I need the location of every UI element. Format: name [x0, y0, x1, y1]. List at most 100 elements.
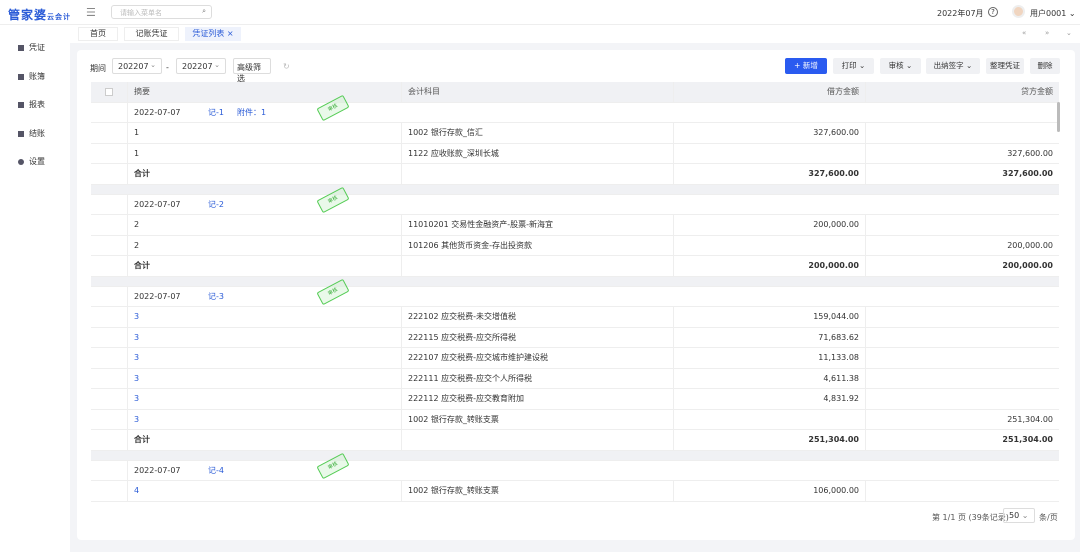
entry-account: 222115 应交税费-应交所得税 [401, 327, 673, 347]
gear-icon [18, 158, 24, 165]
entry-debit: 327,600.00 [673, 123, 865, 143]
entry-summary: 3 [127, 307, 401, 327]
total-debit: 200,000.00 [673, 256, 865, 276]
entry-debit [673, 143, 865, 163]
entry-debit: 159,044.00 [673, 307, 865, 327]
entry-account: 222112 应交税费-应交教育附加 [401, 389, 673, 409]
period-separator: - [166, 63, 169, 72]
entry-debit [673, 409, 865, 429]
total-debit: 251,304.00 [673, 430, 865, 450]
voucher-header: 2022-07-07 记-3 审核 [127, 278, 1059, 306]
entry-row: 3 222111 应交税费-应交个人所得税 4,611.38 [91, 368, 1059, 389]
header-debit: 借方金额 [673, 82, 865, 102]
scroll-right-icon[interactable]: » [1045, 29, 1050, 37]
voucher-header: 2022-07-07 记-2 审核 [127, 186, 1059, 214]
organize-voucher-button[interactable]: 整理凭证 [986, 58, 1024, 74]
tab-voucher-entry[interactable]: 记账凭证 [124, 27, 179, 41]
row-checkbox[interactable] [91, 461, 127, 481]
delete-button[interactable]: 删除 [1030, 58, 1060, 74]
sidebar-item-reports[interactable]: 报表 [18, 99, 45, 110]
user-menu[interactable]: 用户0001 ⌄ [1030, 9, 1076, 18]
entry-debit: 11,133.08 [673, 348, 865, 368]
pagination-info: 第 1/1 页 (39条记录) [932, 513, 1009, 522]
entry-debit [673, 235, 865, 255]
row-blank [91, 430, 127, 450]
help-icon[interactable]: ? [988, 7, 998, 17]
entry-account: 1002 银行存款_转账支票 [401, 409, 673, 429]
period-from-select[interactable]: 202207 ⌄ [112, 58, 162, 74]
scrollbar[interactable] [1057, 102, 1060, 132]
total-credit: 327,600.00 [865, 164, 1059, 184]
group-separator [91, 276, 1059, 287]
refresh-icon[interactable]: ↻ [283, 62, 290, 71]
entry-debit: 200,000.00 [673, 215, 865, 235]
menu-search-input[interactable]: 请输入菜单名 ⌕ [111, 5, 212, 19]
sidebar-item-closing[interactable]: 结账 [18, 128, 45, 139]
current-period: 2022年07月 [937, 9, 984, 18]
cashier-sign-button[interactable]: 出纳签字 ⌄ [926, 58, 980, 74]
period-to-select[interactable]: 202207 ⌄ [176, 58, 226, 74]
voucher-number-link[interactable]: 记-4 [208, 465, 224, 475]
total-row: 合计 251,304.00 251,304.00 [91, 430, 1059, 451]
total-credit: 251,304.00 [865, 430, 1059, 450]
avatar[interactable] [1012, 5, 1025, 18]
entry-summary: 4 [127, 481, 401, 501]
total-label: 合计 [127, 164, 401, 184]
entry-account: 1002 银行存款_信汇 [401, 123, 673, 143]
voucher-number-link[interactable]: 记-3 [208, 291, 224, 301]
page-size-select[interactable]: 50 ⌄ [1003, 508, 1035, 523]
tab-home[interactable]: 首页 [78, 27, 118, 41]
entry-account: 222102 应交税费-未交增值税 [401, 307, 673, 327]
row-checkbox[interactable] [91, 195, 127, 215]
entry-account: 222107 应交税费-应交城市维护建设税 [401, 348, 673, 368]
entry-row: 3 222115 应交税费-应交所得税 71,683.62 [91, 327, 1059, 348]
voucher-table: 摘要 会计科目 借方金额 贷方金额 2022-07-07 记-1 附件：1 审核 1 1002 银… [91, 82, 1059, 502]
row-checkbox[interactable] [91, 103, 127, 123]
entry-credit [865, 389, 1059, 409]
row-blank [91, 348, 127, 368]
entry-credit [865, 215, 1059, 235]
chevron-down-icon: ⌄ [214, 61, 220, 69]
entry-row: 2 101206 其他货币资金-存出投资款 200,000.00 [91, 235, 1059, 256]
row-checkbox[interactable] [91, 287, 127, 307]
voucher-header: 2022-07-07 记-4 审核 [127, 452, 1059, 480]
chevron-down-icon[interactable]: ⌄ [1066, 29, 1072, 37]
attachment-link[interactable]: 附件：1 [237, 107, 267, 117]
voucher-number-link[interactable]: 记-2 [208, 199, 224, 209]
advanced-filter-button[interactable]: 高级筛选 [233, 58, 271, 83]
sidebar-item-voucher[interactable]: 凭证 [18, 42, 45, 53]
audit-button[interactable]: 审核 ⌄ [880, 58, 921, 74]
row-blank [91, 389, 127, 409]
entry-debit: 106,000.00 [673, 481, 865, 501]
chevron-down-icon: ⌄ [1068, 9, 1076, 18]
row-blank [91, 236, 127, 256]
entry-account: 11010201 交易性金融资产-股票-新海宜 [401, 215, 673, 235]
entry-summary: 2 [127, 235, 401, 255]
close-icon[interactable]: × [226, 29, 234, 38]
row-blank [91, 307, 127, 327]
menu-toggle-icon[interactable]: ☰ [86, 6, 96, 19]
blank [401, 430, 673, 450]
sidebar-item-settings[interactable]: 设置 [18, 156, 45, 167]
print-button[interactable]: 打印 ⌄ [833, 58, 874, 74]
sidebar-item-ledger[interactable]: 账簿 [18, 71, 45, 82]
blank [401, 164, 673, 184]
entry-credit [865, 327, 1059, 347]
select-all-checkbox[interactable] [91, 82, 127, 102]
search-icon[interactable]: ⌕ [202, 7, 206, 15]
scroll-left-icon[interactable]: « [1022, 29, 1027, 37]
row-blank [91, 215, 127, 235]
group-separator [91, 184, 1059, 195]
total-label: 合计 [127, 430, 401, 450]
entry-debit: 71,683.62 [673, 327, 865, 347]
voucher-number-link[interactable]: 记-1 [208, 107, 224, 117]
entry-row: 2 11010201 交易性金融资产-股票-新海宜 200,000.00 [91, 215, 1059, 236]
top-bar: 管家婆云会计 ☰ 请输入菜单名 ⌕ 2022年07月 ? 用户0001 ⌄ [0, 0, 1080, 25]
entry-summary: 3 [127, 389, 401, 409]
voucher-header: 2022-07-07 记-1 附件：1 审核 [127, 94, 1059, 122]
new-button[interactable]: + 新增 [785, 58, 827, 74]
ledger-icon [18, 73, 24, 80]
tab-voucher-list[interactable]: 凭证列表 × [185, 27, 241, 41]
logo: 管家婆云会计 [8, 8, 72, 22]
entry-row: 3 1002 银行存款_转账支票 251,304.00 [91, 409, 1059, 430]
